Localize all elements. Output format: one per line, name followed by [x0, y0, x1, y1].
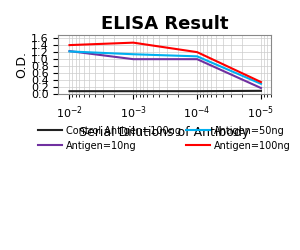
Control Antigen=100ng — [259, 89, 263, 92]
Antigen=10ng — [68, 50, 71, 52]
Control Antigen=100ng — [195, 90, 199, 93]
Antigen=10ng — [195, 58, 199, 61]
Antigen=50ng — [259, 82, 263, 85]
Antigen=50ng — [195, 55, 199, 58]
Antigen=100ng — [68, 44, 71, 46]
Control Antigen=100ng — [68, 90, 71, 93]
Y-axis label: O.D.: O.D. — [15, 51, 28, 78]
Line: Antigen=100ng: Antigen=100ng — [70, 43, 261, 82]
Antigen=100ng — [195, 51, 199, 54]
Antigen=100ng — [259, 80, 263, 84]
Antigen=10ng — [131, 58, 135, 61]
Control Antigen=100ng — [131, 90, 135, 93]
Antigen=100ng — [131, 41, 135, 44]
Antigen=50ng — [131, 53, 135, 56]
Legend: Control Antigen=100ng, Antigen=10ng, Antigen=50ng, Antigen=100ng: Control Antigen=100ng, Antigen=10ng, Ant… — [34, 122, 295, 154]
X-axis label: Serial Dilutions of Antibody: Serial Dilutions of Antibody — [80, 126, 250, 139]
Antigen=10ng — [259, 86, 263, 90]
Title: ELISA Result: ELISA Result — [101, 15, 228, 33]
Line: Antigen=50ng: Antigen=50ng — [70, 52, 261, 84]
Antigen=50ng — [68, 50, 71, 53]
Line: Antigen=10ng: Antigen=10ng — [70, 51, 261, 88]
